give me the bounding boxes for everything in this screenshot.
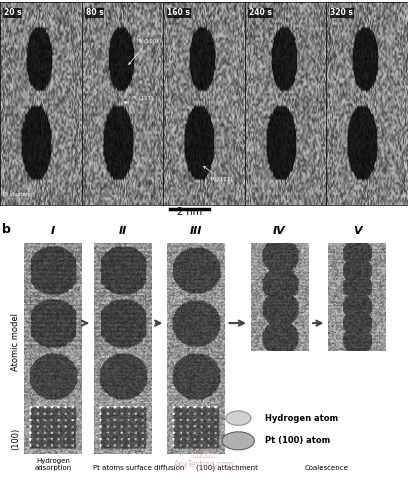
Text: Pt atoms surface diffusion: Pt atoms surface diffusion xyxy=(93,465,184,471)
Text: Atomic model: Atomic model xyxy=(11,313,20,371)
Text: (100): (100) xyxy=(11,428,20,450)
Text: (100) attachment: (100) attachment xyxy=(195,464,257,471)
Text: Pt (111): Pt (111) xyxy=(204,166,232,182)
Text: Pt (100): Pt (100) xyxy=(129,39,158,65)
Text: Pt (100) atom: Pt (100) atom xyxy=(265,436,330,445)
Text: 嘉峨检测网
AnyTesting.com: 嘉峨检测网 AnyTesting.com xyxy=(174,450,234,469)
Text: IV: IV xyxy=(273,226,286,236)
Text: V: V xyxy=(353,226,361,236)
Text: Pt (111): Pt (111) xyxy=(124,95,153,103)
Text: III: III xyxy=(190,226,202,236)
Ellipse shape xyxy=(222,432,255,450)
Text: 320 s: 320 s xyxy=(330,9,353,17)
Text: 20 s: 20 s xyxy=(4,9,22,17)
Text: 160 s: 160 s xyxy=(167,9,190,17)
Text: Pt clusters: Pt clusters xyxy=(3,192,31,197)
Ellipse shape xyxy=(226,411,251,425)
Text: II: II xyxy=(118,226,126,236)
Text: b: b xyxy=(2,223,11,236)
Text: Hydrogen atom: Hydrogen atom xyxy=(265,414,338,423)
Text: 240 s: 240 s xyxy=(249,9,272,17)
Text: 80 s: 80 s xyxy=(86,9,104,17)
Text: Coalescence: Coalescence xyxy=(304,465,348,471)
Text: 2 nm: 2 nm xyxy=(177,207,202,217)
Text: I: I xyxy=(51,226,55,236)
Text: Hydrogen
adsorption: Hydrogen adsorption xyxy=(34,458,72,471)
